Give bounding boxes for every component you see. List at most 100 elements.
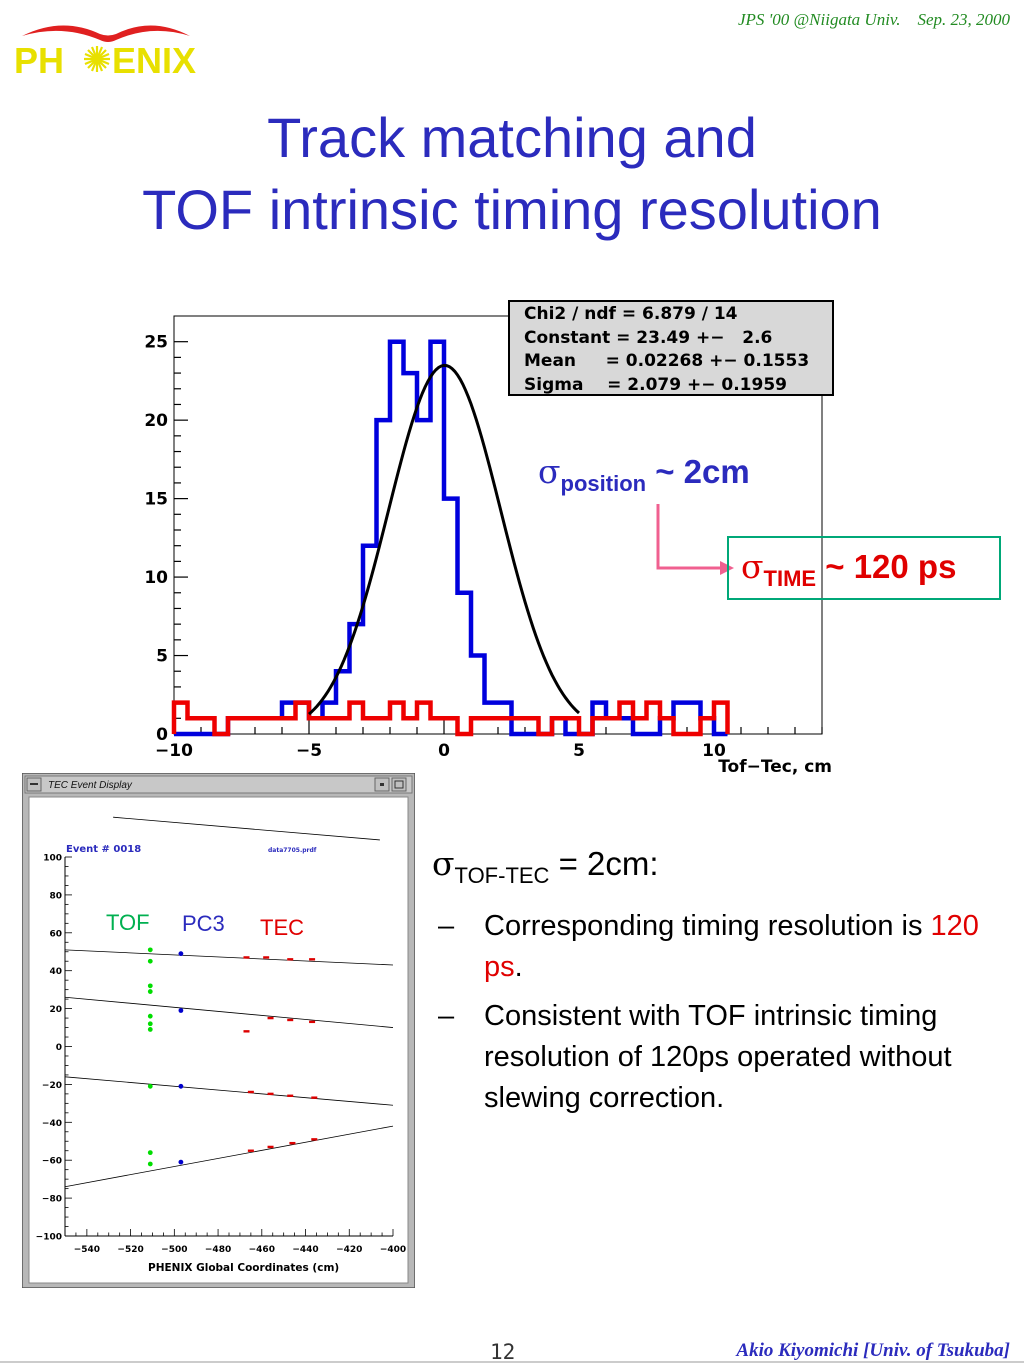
- tec-hit: [311, 1138, 318, 1141]
- y-tick-label: −40: [42, 1119, 62, 1129]
- tof-hit: [147, 1083, 153, 1089]
- logo-text-right: ENIX: [112, 40, 196, 80]
- tec-hit: [287, 1094, 294, 1097]
- x-axis-label: Tof−Tec, cm: [718, 757, 832, 777]
- logo-bird-icon: [22, 25, 190, 42]
- x-tick-label: −440: [292, 1245, 318, 1255]
- histogram-series-blue: [174, 339, 728, 737]
- tec-event-display: TEC Event Display 100 80 60 40 20 0 −20 −40 −60 −…: [22, 773, 415, 1288]
- footer-divider: [0, 1361, 1024, 1363]
- logo-star-icon: [84, 46, 110, 72]
- y-tick-label: 5: [156, 647, 168, 667]
- tof-hit: [147, 1150, 153, 1156]
- tec-hit: [289, 1141, 296, 1145]
- tec-hit: [309, 958, 316, 961]
- x-tick-label: 0: [438, 741, 450, 761]
- tof-hit: [147, 1021, 153, 1027]
- track-line: [64, 1125, 394, 1188]
- tof-hit: [147, 983, 153, 989]
- y-tick-label: 60: [49, 929, 62, 939]
- author-credit: Akio Kiyomichi [Univ. of Tsukuba]: [736, 1340, 1010, 1361]
- summary-bullets: σTOF-TEC = 2cm: – Corresponding timing re…: [432, 842, 992, 1119]
- y-tick-label: 80: [49, 891, 62, 901]
- logo-text-left: PH: [14, 40, 64, 80]
- x-tick-label: 5: [573, 741, 585, 761]
- tec-hit: [243, 956, 250, 959]
- tof-hit: [147, 1027, 153, 1032]
- x-tick-label: −5: [296, 741, 322, 761]
- tec-hit: [287, 1018, 294, 1022]
- y-tick-label: 25: [144, 333, 168, 353]
- tec-hit: [267, 1145, 274, 1149]
- y-tick-label: −80: [42, 1195, 62, 1205]
- pc3-label: PC3: [182, 911, 225, 936]
- tec-label: TEC: [260, 915, 304, 940]
- x-tick-label: −10: [155, 741, 193, 761]
- fit-stats-box: Chi2 / ndf = 6.879 / 14 Constant = 23.49…: [508, 300, 834, 396]
- track-line: [64, 996, 394, 1028]
- y-tick-label: 10: [144, 568, 168, 588]
- x-axis-label: PHENIX Global Coordinates (cm): [148, 1262, 339, 1274]
- title-line-2: TOF intrinsic timing resolution: [142, 178, 882, 241]
- tec-hit: [309, 1020, 316, 1024]
- event-number-label: Event # 0018: [66, 844, 141, 855]
- stat-sigma: Sigma = 2.079 +− 0.1959: [524, 374, 787, 395]
- title-line-1: Track matching and: [267, 106, 757, 169]
- sigma-time-box: σTIME ~ 120 ps: [727, 536, 1001, 600]
- track-line: [64, 949, 394, 966]
- page-number: 12: [490, 1340, 516, 1364]
- x-tick-label: −520: [117, 1245, 143, 1255]
- y-tick-label: 15: [144, 490, 168, 510]
- x-tick-label: −420: [336, 1245, 362, 1255]
- y-tick-label: −20: [42, 1081, 62, 1091]
- x-tick-label: −400: [380, 1245, 406, 1255]
- gaussian-fit-curve: [308, 363, 581, 716]
- tof-label: TOF: [106, 910, 150, 935]
- pc3-hit: [178, 1083, 184, 1089]
- tec-hit: [247, 1149, 254, 1152]
- y-tick-label: 20: [49, 1005, 62, 1015]
- x-tick-label: −540: [74, 1245, 100, 1255]
- y-tick-label: 0: [56, 1043, 62, 1053]
- pc3-hit: [178, 951, 184, 957]
- y-tick-label: −100: [36, 1233, 62, 1243]
- y-tick-label: 20: [144, 411, 168, 431]
- slide-title: Track matching and TOF intrinsic timing …: [0, 102, 1024, 246]
- conference-label: JPS '00 @Niigata Univ.: [737, 10, 901, 29]
- tec-hit: [247, 1090, 254, 1094]
- tof-hit: [147, 1013, 153, 1019]
- tof-hit: [147, 1161, 153, 1167]
- window-maximize-button[interactable]: [391, 777, 407, 792]
- pc3-hit: [178, 1159, 184, 1165]
- date-label: Sep. 23, 2000: [917, 10, 1010, 29]
- window-title: TEC Event Display: [48, 780, 133, 791]
- stat-mean: Mean = 0.02268 +− 0.1553: [524, 351, 810, 371]
- bullet-item-consistent: – Consistent with TOF intrinsic timing re…: [438, 1000, 952, 1114]
- track-line: [113, 816, 380, 841]
- tec-hit: [267, 1016, 274, 1020]
- tec-hit: [267, 1092, 274, 1096]
- x-tick-label: −500: [161, 1245, 187, 1255]
- y-tick-label: 40: [49, 967, 62, 977]
- phenix-logo: PH ENIX: [14, 25, 196, 80]
- sigma-position-label: σposition ~ 2cm: [538, 452, 750, 496]
- x-tick-label: −460: [249, 1245, 275, 1255]
- stat-chi2: Chi2 / ndf = 6.879 / 14: [524, 304, 738, 324]
- pointer-arrow-icon: [656, 504, 734, 575]
- tec-hit: [243, 1030, 250, 1033]
- tof-hit: [147, 958, 153, 964]
- tec-hit: [263, 956, 270, 959]
- bullet-item-timing: – Corresponding timing resolution is 120 …: [438, 910, 979, 983]
- y-tick-label: 100: [43, 854, 62, 864]
- tof-hit: [147, 989, 153, 994]
- tof-hit: [147, 947, 153, 953]
- histogram-series-red: [171, 700, 730, 737]
- file-name-label: data7705.prdf: [268, 847, 317, 854]
- header-info: JPS '00 @Niigata Univ. Sep. 23, 2000: [738, 10, 1010, 30]
- track-line: [64, 1076, 394, 1106]
- bullet-heading: σTOF-TEC = 2cm:: [432, 844, 659, 888]
- tec-hit: [311, 1096, 318, 1099]
- tec-hit: [287, 958, 294, 961]
- x-tick-label: −480: [205, 1245, 231, 1255]
